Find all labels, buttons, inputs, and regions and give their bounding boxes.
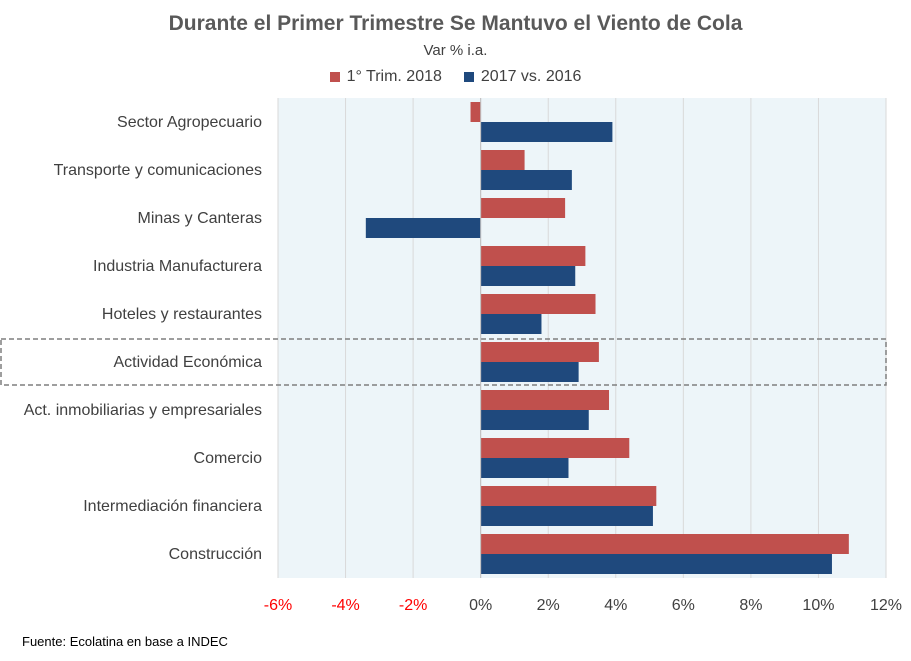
category-label: Comercio	[194, 450, 263, 467]
bar-series-2	[480, 266, 576, 286]
bar-series-2	[480, 314, 542, 334]
legend-item-series-1: 1° Trim. 2018	[329, 68, 442, 86]
legend: 1° Trim. 2018 2017 vs. 2016	[0, 68, 911, 86]
bar-series-2	[365, 218, 481, 238]
bar-series-1	[470, 102, 481, 122]
bar-series-2	[480, 170, 572, 190]
x-tick-label: 8%	[739, 597, 762, 614]
category-label: Act. inmobiliarias y empresariales	[24, 402, 262, 419]
bar-series-2	[480, 362, 579, 382]
category-label: Sector Agropecuario	[117, 114, 262, 131]
category-label: Industria Manufacturera	[93, 258, 262, 275]
category-label: Construcción	[169, 546, 262, 563]
bar-series-2	[480, 506, 653, 526]
bar-series-2	[480, 410, 589, 430]
bar-series-1	[480, 294, 596, 314]
legend-swatch-series-2	[463, 72, 474, 82]
bar-series-2	[480, 122, 613, 142]
category-label: Actividad Económica	[113, 354, 262, 371]
legend-swatch-series-1	[329, 72, 340, 82]
bar-series-1	[480, 150, 525, 170]
x-tick-label: 12%	[870, 597, 902, 614]
x-tick-label: -2%	[399, 597, 427, 614]
bar-series-1	[480, 438, 630, 458]
bar-series-1	[480, 534, 849, 554]
x-tick-label: -4%	[331, 597, 359, 614]
category-label: Hoteles y restaurantes	[102, 306, 262, 323]
x-tick-label: 10%	[802, 597, 834, 614]
x-tick-label: -6%	[264, 597, 292, 614]
category-label: Minas y Canteras	[138, 210, 263, 227]
bar-series-2	[480, 458, 569, 478]
legend-label-series-2: 2017 vs. 2016	[480, 68, 582, 85]
bar-series-1	[480, 198, 566, 218]
bar-series-2	[480, 554, 832, 574]
legend-item-series-2: 2017 vs. 2016	[463, 68, 582, 86]
highlight-box	[0, 338, 887, 386]
source-note: Fuente: Ecolatina en base a INDEC	[22, 634, 228, 649]
bar-series-1	[480, 486, 657, 506]
x-tick-label: 0%	[469, 597, 492, 614]
category-label: Transporte y comunicaciones	[54, 162, 262, 179]
x-tick-label: 4%	[604, 597, 627, 614]
chart-title: Durante el Primer Trimestre Se Mantuvo e…	[168, 12, 743, 35]
category-label: Intermediación financiera	[83, 498, 262, 515]
legend-label-series-1: 1° Trim. 2018	[346, 68, 442, 85]
bar-series-1	[480, 342, 599, 362]
bar-series-1	[480, 390, 610, 410]
x-tick-label: 6%	[672, 597, 695, 614]
bar-series-1	[480, 246, 586, 266]
chart-subtitle: Var % i.a.	[423, 42, 488, 59]
x-tick-label: 2%	[537, 597, 560, 614]
